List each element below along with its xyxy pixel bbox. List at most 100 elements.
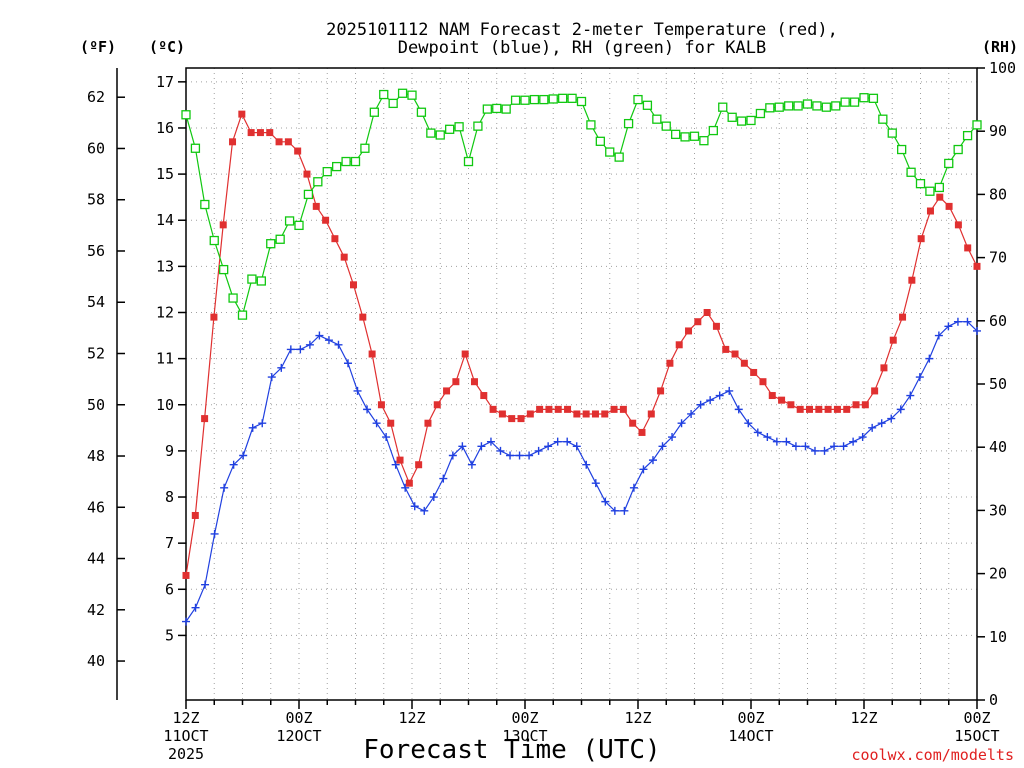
2-meter-temperature-point xyxy=(536,405,544,413)
relative-humidity-point xyxy=(492,103,502,114)
2-meter-temperature-point xyxy=(359,313,367,321)
dewpoint-point xyxy=(382,433,391,442)
dewpoint-point xyxy=(868,423,877,432)
relative-humidity-point xyxy=(868,93,879,103)
rh-tick-label: 20 xyxy=(989,565,1007,583)
relative-humidity-point xyxy=(784,101,794,111)
rh-tick-label: 40 xyxy=(989,438,1007,456)
2-meter-temperature-point xyxy=(312,202,320,210)
relative-humidity-point xyxy=(671,129,681,140)
2-meter-temperature-point xyxy=(219,221,227,229)
2-meter-temperature-point xyxy=(945,202,953,210)
2-meter-temperature-point xyxy=(815,405,823,413)
relative-humidity-point xyxy=(322,166,332,177)
2-meter-temperature-point xyxy=(796,405,804,413)
fahrenheit-tick-label: 62 xyxy=(87,88,105,106)
2-meter-temperature-point xyxy=(908,276,916,284)
relative-humidity-point xyxy=(445,124,455,134)
relative-humidity-point xyxy=(765,103,775,113)
fahrenheit-tick-label: 44 xyxy=(87,550,105,568)
dewpoint-point xyxy=(572,442,581,451)
dewpoint-point xyxy=(296,345,305,354)
fahrenheit-tick-label: 42 xyxy=(87,601,105,619)
2-meter-temperature-point xyxy=(973,262,981,270)
2-meter-temperature-point xyxy=(936,193,944,201)
relative-humidity-point xyxy=(887,128,897,138)
2-meter-temperature-point xyxy=(452,378,460,386)
2-meter-temperature-point xyxy=(247,129,255,137)
dewpoint-point xyxy=(810,446,819,455)
2-meter-temperature-point xyxy=(880,364,888,372)
relative-humidity-point xyxy=(661,121,671,131)
relative-humidity-point xyxy=(256,276,266,286)
dewpoint-point xyxy=(887,414,896,423)
2-meter-temperature-point xyxy=(638,428,646,436)
dewpoint-point xyxy=(353,386,362,395)
2-meter-temperature-point xyxy=(917,235,925,243)
2-meter-temperature-point xyxy=(703,308,711,316)
dewpoint-point xyxy=(658,442,667,451)
celsius-tick-label: 8 xyxy=(165,488,174,506)
dewpoint-point xyxy=(896,405,905,414)
celsius-tick-label: 11 xyxy=(156,350,174,368)
rh-tick-label: 70 xyxy=(989,249,1007,267)
x-tick-label: 12Z xyxy=(172,709,199,727)
dewpoint-point xyxy=(915,373,924,382)
dewpoint-point xyxy=(315,331,324,340)
rh-tick-label: 10 xyxy=(989,628,1007,646)
relative-humidity-point xyxy=(435,130,445,140)
dewpoint-point xyxy=(486,437,495,446)
dewpoint-point xyxy=(849,437,858,446)
dewpoint-point xyxy=(363,405,372,414)
dewpoint-point xyxy=(448,451,457,460)
relative-humidity-point xyxy=(605,147,615,157)
dewpoint-point xyxy=(201,580,210,589)
rh-tick-label: 100 xyxy=(989,59,1016,77)
dewpoint-point xyxy=(591,479,600,488)
2-meter-temperature-point xyxy=(619,405,627,413)
dewpoint-point xyxy=(429,493,438,502)
2-meter-temperature-point xyxy=(675,341,683,349)
2-meter-temperature-point xyxy=(470,378,478,386)
dewpoint-point xyxy=(391,460,400,469)
dewpoint-point xyxy=(534,446,543,455)
2-meter-temperature-point xyxy=(833,405,841,413)
relative-humidity-point xyxy=(284,216,295,226)
dewpoint-point xyxy=(506,451,515,460)
2-meter-temperature-point xyxy=(340,253,348,261)
dewpoint-point xyxy=(544,442,553,451)
relative-humidity-point xyxy=(972,120,982,130)
2-meter-temperature-point xyxy=(694,318,702,326)
relative-humidity-series xyxy=(181,88,982,320)
credit-text[interactable]: coolwx.com/modelts xyxy=(851,746,1014,764)
x-tick-label: 15OCT xyxy=(954,727,999,745)
grid-lines xyxy=(186,68,977,700)
relative-humidity-point xyxy=(407,90,417,100)
2-meter-temperature-point xyxy=(824,405,832,413)
relative-humidity-point xyxy=(859,93,869,103)
2-meter-temperature-point xyxy=(647,410,655,418)
dewpoint-point xyxy=(239,451,248,460)
relative-humidity-point xyxy=(652,114,662,124)
2-meter-temperature-point xyxy=(517,415,525,423)
dewpoint-point xyxy=(248,423,257,432)
dewpoint-point xyxy=(182,617,190,626)
relative-humidity-point xyxy=(350,156,361,167)
dewpoint-point xyxy=(629,483,638,492)
celsius-tick-label: 14 xyxy=(156,211,174,229)
dewpoint-point xyxy=(801,442,810,451)
credit-link[interactable]: coolwx.com/modelts xyxy=(851,746,1014,764)
relative-humidity-point xyxy=(482,104,492,114)
dewpoint-point xyxy=(439,474,448,483)
fahrenheit-tick-label: 48 xyxy=(87,447,105,465)
2-meter-temperature-point xyxy=(778,396,786,404)
2-meter-temperature-point xyxy=(889,336,897,344)
2-meter-temperature-point xyxy=(768,392,776,400)
relative-humidity-point xyxy=(915,179,926,189)
2-meter-temperature-point xyxy=(489,405,497,413)
relative-humidity-point xyxy=(953,144,963,155)
x-tick-label: 12Z xyxy=(624,709,651,727)
2-meter-temperature-point xyxy=(805,405,813,413)
dewpoint-point xyxy=(525,451,534,460)
relative-humidity-point xyxy=(878,114,888,124)
